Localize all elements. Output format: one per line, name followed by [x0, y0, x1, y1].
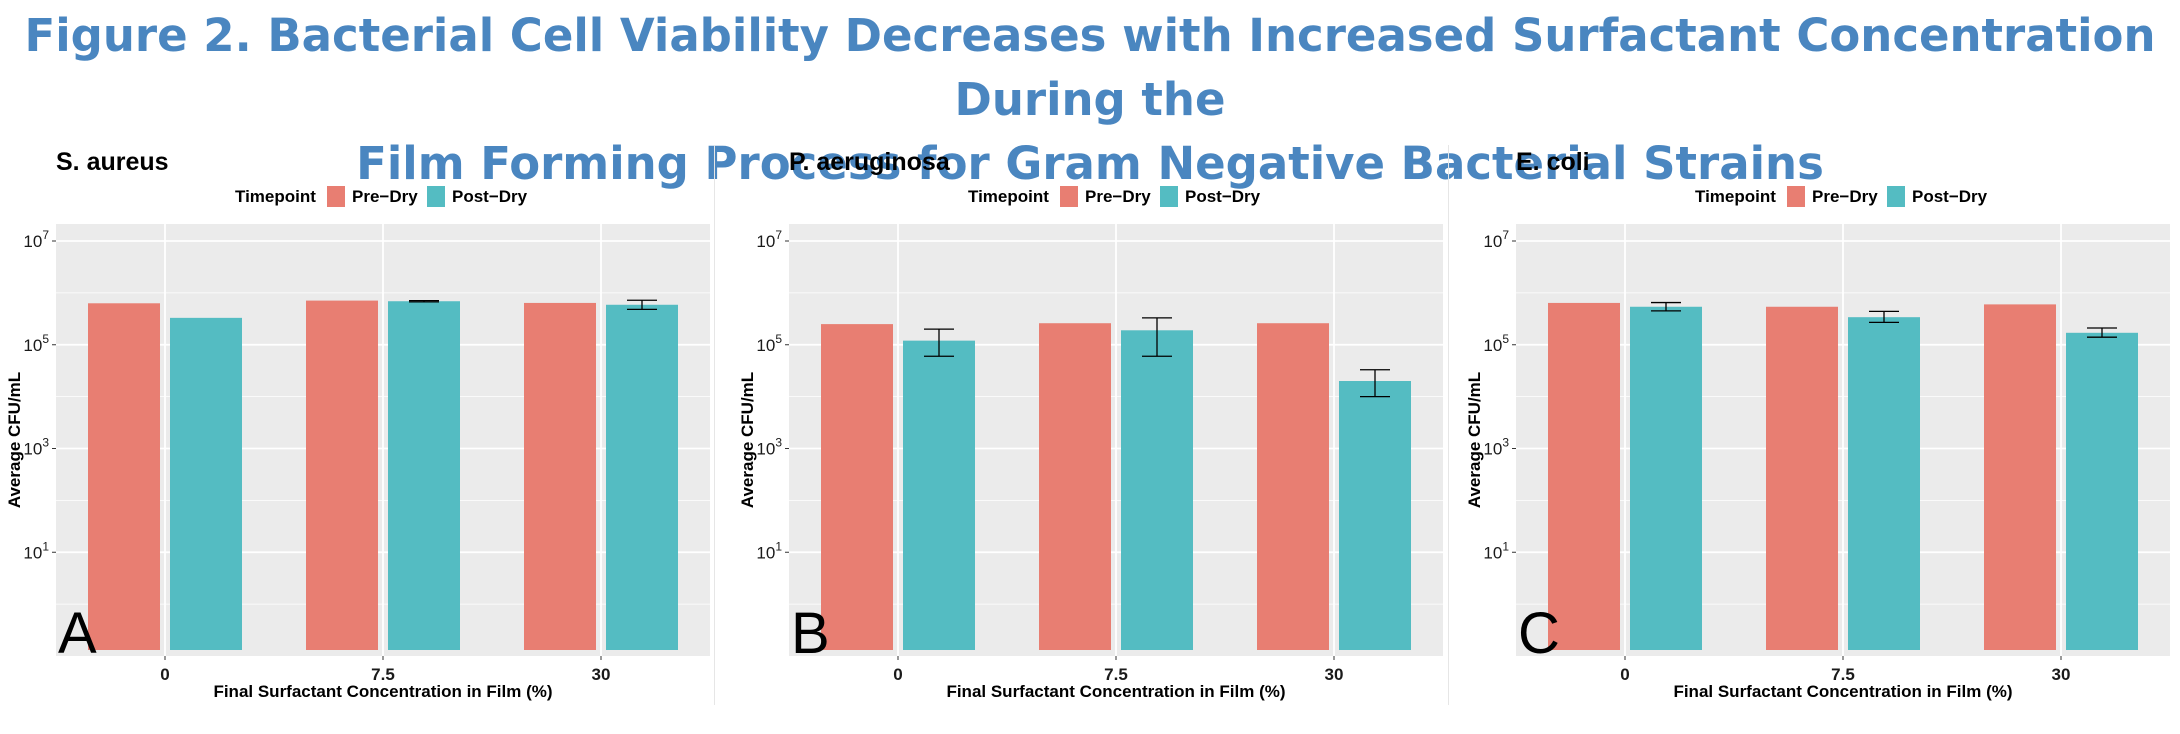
legend-label-post-dry: Post−Dry	[1185, 187, 1261, 206]
y-axis-title: Average CFU/mL	[1465, 372, 1484, 508]
bar-post-dry-30	[606, 304, 678, 650]
bar-pre-dry-0	[1548, 302, 1620, 650]
x-tick-label: 0	[893, 665, 902, 684]
legend-title: Timepoint	[1695, 187, 1776, 206]
y-tick-label: 105	[23, 332, 49, 355]
bar-post-dry-7.5	[1121, 330, 1193, 650]
y-tick-label: 103	[756, 436, 782, 459]
legend-swatch-post-dry	[1160, 186, 1178, 207]
y-tick-label: 105	[756, 332, 782, 355]
legend-swatch-post-dry	[427, 186, 445, 207]
x-tick-label: 7.5	[371, 665, 395, 684]
x-axis-title: Final Surfactant Concentration in Film (…	[946, 682, 1285, 701]
y-tick-label: 101	[756, 539, 782, 562]
y-axis-title: Average CFU/mL	[5, 372, 24, 508]
panel-letter: B	[791, 601, 830, 666]
bar-post-dry-0	[1630, 306, 1702, 650]
legend-swatch-pre-dry	[327, 186, 345, 207]
x-tick-label: 30	[592, 665, 611, 684]
x-tick-label: 0	[160, 665, 169, 684]
legend-title: Timepoint	[235, 187, 316, 206]
x-tick-label: 30	[1325, 665, 1344, 684]
panel-b: P. aeruginosa Timepoint Pre−Dry Post−Dry 101…	[733, 142, 1453, 702]
y-tick-label: 107	[23, 228, 49, 251]
panel-c: E. coli Timepoint Pre−Dry Post−Dry 101 103 105…	[1460, 142, 2180, 702]
x-tick-label: 30	[2052, 665, 2071, 684]
bar-pre-dry-7.5	[1766, 306, 1838, 650]
bar-pre-dry-30	[1984, 304, 2056, 650]
x-axis-title: Final Surfactant Concentration in Film (…	[213, 682, 552, 701]
figure-title-line-1: Figure 2. Bacterial Cell Viability Decre…	[24, 9, 2156, 126]
figure-title-line-2: Film Forming Process for Gram Negative B…	[356, 137, 1824, 190]
chart-panel-c: E. coli Timepoint Pre−Dry Post−Dry 101 103 105…	[1465, 148, 2170, 701]
legend-label-post-dry: Post−Dry	[1912, 187, 1988, 206]
bar-pre-dry-0	[88, 303, 160, 650]
panel-divider-1	[714, 145, 715, 705]
legend-swatch-pre-dry	[1787, 186, 1805, 207]
legend-label-pre-dry: Pre−Dry	[352, 187, 418, 206]
y-tick-label: 103	[23, 436, 49, 459]
bar-pre-dry-7.5	[1039, 323, 1111, 650]
x-tick-label: 7.5	[1831, 665, 1855, 684]
bar-post-dry-0	[170, 317, 242, 650]
bar-pre-dry-30	[1257, 323, 1329, 650]
panel-letter: A	[58, 601, 97, 666]
y-tick-label: 105	[1483, 332, 1509, 355]
x-tick-label: 7.5	[1104, 665, 1128, 684]
legend-label-pre-dry: Pre−Dry	[1085, 187, 1151, 206]
figure-title: Figure 2. Bacterial Cell Viability Decre…	[0, 4, 2180, 196]
bar-post-dry-30	[1339, 381, 1411, 650]
legend-swatch-pre-dry	[1060, 186, 1078, 207]
legend: Timepoint Pre−Dry Post−Dry	[235, 186, 528, 207]
y-tick-label: 101	[23, 539, 49, 562]
legend: Timepoint Pre−Dry Post−Dry	[968, 186, 1261, 207]
legend-title: Timepoint	[968, 187, 1049, 206]
x-tick-label: 0	[1620, 665, 1629, 684]
bar-pre-dry-0	[821, 324, 893, 650]
y-tick-label: 107	[1483, 228, 1509, 251]
bar-post-dry-0	[903, 340, 975, 650]
bar-post-dry-30	[2066, 332, 2138, 650]
chart-panel-b: P. aeruginosa Timepoint Pre−Dry Post−Dry 101…	[738, 148, 1443, 701]
chart-title: P. aeruginosa	[789, 148, 951, 176]
legend-label-post-dry: Post−Dry	[452, 187, 528, 206]
bar-pre-dry-7.5	[306, 300, 378, 650]
bar-pre-dry-30	[524, 302, 596, 650]
chart-panel-a: S. aureus Timepoint Pre−Dry Post−Dry 101 103 1…	[5, 148, 710, 701]
x-axis-title: Final Surfactant Concentration in Film (…	[1673, 682, 2012, 701]
panel-a: S. aureus Timepoint Pre−Dry Post−Dry 101 103 1…	[0, 142, 720, 702]
y-tick-label: 103	[1483, 436, 1509, 459]
legend-label-pre-dry: Pre−Dry	[1812, 187, 1878, 206]
bar-post-dry-7.5	[1848, 317, 1920, 650]
panel-letter: C	[1518, 601, 1560, 666]
y-axis-title: Average CFU/mL	[738, 372, 757, 508]
chart-title: E. coli	[1516, 148, 1590, 176]
legend: Timepoint Pre−Dry Post−Dry	[1695, 186, 1988, 207]
legend-swatch-post-dry	[1887, 186, 1905, 207]
chart-title: S. aureus	[56, 148, 169, 176]
y-tick-label: 101	[1483, 539, 1509, 562]
y-tick-label: 107	[756, 228, 782, 251]
panel-divider-2	[1448, 145, 1449, 705]
bar-post-dry-7.5	[388, 301, 460, 650]
